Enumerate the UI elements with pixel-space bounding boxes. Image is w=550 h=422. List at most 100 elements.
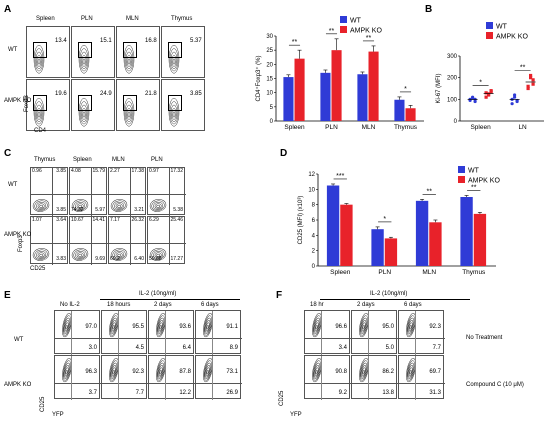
panel-f-row-notreat: No Treatment [466, 335, 503, 341]
quadrant-lr: 5.97 [95, 207, 105, 213]
panel-e-flowplot: 91.1 8.9 [195, 310, 242, 355]
quadrant-v [51, 217, 53, 265]
gate-value: 5.37 [190, 38, 202, 45]
panel-a-flowplot: 21.8 [116, 79, 160, 131]
panel-c-col-3: PLN [151, 157, 163, 163]
quadrant-ul: 6.29 [149, 217, 159, 223]
panel-label-a: A [4, 4, 12, 15]
gate-bottom: 9.2 [338, 390, 347, 396]
y-tick-label: 4 [312, 233, 316, 239]
y-tick-label: 12 [308, 172, 315, 178]
quadrant-v [90, 217, 92, 265]
panel-c-flowplot: 7.17 26.32 60.2 6.40 [108, 216, 147, 265]
x-tick-label: Spleen [470, 124, 491, 131]
panel-c-yaxis: Foxp3 [18, 235, 24, 252]
panel-c-row-wt: WT [8, 182, 18, 188]
bar [368, 51, 379, 122]
panel-label-e: E [4, 290, 11, 301]
panel-label-b: B [425, 4, 433, 15]
bar [340, 204, 353, 266]
gate-top: 73.1 [226, 369, 238, 376]
y-tick-label: 0 [454, 119, 458, 125]
panel-c-flowplot: 0.97 17.32 5.38 [147, 167, 186, 216]
gate-line-v [321, 356, 323, 400]
quadrant-lr: 3.83 [56, 256, 66, 262]
y-tick-label: 200 [447, 76, 458, 82]
y-tick-label: 15 [266, 77, 273, 83]
panel-e-row-ko: AMPK KO [4, 382, 32, 388]
data-point [489, 90, 493, 94]
y-tick-label: 5 [270, 105, 274, 111]
gate-top: 90.8 [335, 369, 347, 376]
panel-e-col-2: 2 days [154, 302, 172, 308]
x-tick-label: Thymus [462, 269, 486, 276]
gate-line-v [212, 356, 214, 400]
bar [331, 50, 342, 121]
sig-stars: * [479, 80, 482, 87]
gate-box [168, 41, 182, 58]
panel-c-flowplot: 2.27 17.38 3.21 [108, 167, 147, 216]
sig-stars: * [404, 86, 407, 93]
y-axis-label: CD25 (MFI) (x10³) [298, 196, 304, 245]
gate-bottom: 3.0 [88, 345, 97, 351]
gate-line-v [71, 311, 73, 355]
sig-stars: * [383, 216, 386, 223]
panel-a-flowplot: 16.8 [116, 26, 160, 78]
panel-e-flowplot: 96.3 3.7 [54, 355, 101, 400]
panel-f-xaxis: YFP [290, 412, 302, 418]
gate-top: 96.6 [335, 324, 347, 331]
gate-top: 95.5 [132, 324, 144, 331]
legend-swatch [340, 26, 347, 33]
gate-box [33, 41, 47, 58]
gate-value: 19.6 [55, 91, 67, 98]
panel-c-col-2: MLN [112, 157, 125, 163]
panel-c-col-1: Spleen [73, 157, 92, 163]
panel-a-col-0: Spleen [36, 16, 55, 22]
quadrant-lr: 6.40 [134, 256, 144, 262]
panel-e-flowplot: 87.8 12.2 [148, 355, 195, 400]
gate-top: 96.3 [85, 369, 97, 376]
panel-f-col-0: 18 hr [310, 302, 324, 308]
gate-line-h [399, 338, 445, 340]
quadrant-v [129, 168, 131, 216]
quadrant-lr: 3.85 [56, 207, 66, 213]
panel-a-yaxis: Foxp3 [24, 95, 30, 112]
quadrant-lr: 3.21 [134, 207, 144, 213]
data-point [484, 95, 488, 99]
panel-c-flowplot: 10.67 14.41 9.69 [69, 216, 108, 265]
data-point [526, 86, 530, 91]
data-point [526, 84, 530, 88]
panel-label-d: D [280, 148, 288, 159]
panel-f-col-1: 2 days [357, 302, 375, 308]
bar [405, 108, 416, 121]
gate-top: 92.3 [429, 324, 441, 331]
gate-line-h [352, 338, 398, 340]
quadrant-ur: 25.46 [170, 217, 183, 223]
gate-bottom: 12.2 [179, 390, 191, 396]
quadrant-lr: 17.27 [170, 256, 183, 262]
bar [357, 74, 368, 121]
gate-line-h [305, 383, 351, 385]
y-axis-label: Ki-67 (MFI) [436, 73, 442, 103]
gate-line-h [149, 338, 195, 340]
quadrant-ul: 10.67 [71, 217, 84, 223]
gate-top: 97.0 [85, 324, 97, 331]
quadrant-ur: 15.79 [92, 168, 105, 174]
panel-b-dot-plot: 0 100 200 300 Ki-67 (MFI) Spleen * LN ** WT AMPK K… [436, 22, 544, 131]
quadrant-ul: 7.17 [110, 217, 120, 223]
gate-top: 95.0 [382, 324, 394, 331]
y-tick-label: 25 [266, 48, 273, 54]
quadrant-ll: 74.32 [71, 207, 84, 213]
bar [460, 197, 473, 266]
legend-label: AMPK KO [350, 28, 382, 35]
gate-top: 69.7 [429, 369, 441, 376]
panel-a-flowplot: 5.37 [161, 26, 205, 78]
gate-line-v [165, 356, 167, 400]
gate-bottom: 8.9 [229, 345, 238, 351]
bar [473, 213, 487, 266]
data-point [510, 102, 514, 106]
sig-stars: ** [292, 39, 298, 46]
legend-label: WT [468, 168, 480, 175]
panel-e-row-wt: WT [14, 337, 24, 343]
sig-stars: ** [471, 184, 477, 191]
